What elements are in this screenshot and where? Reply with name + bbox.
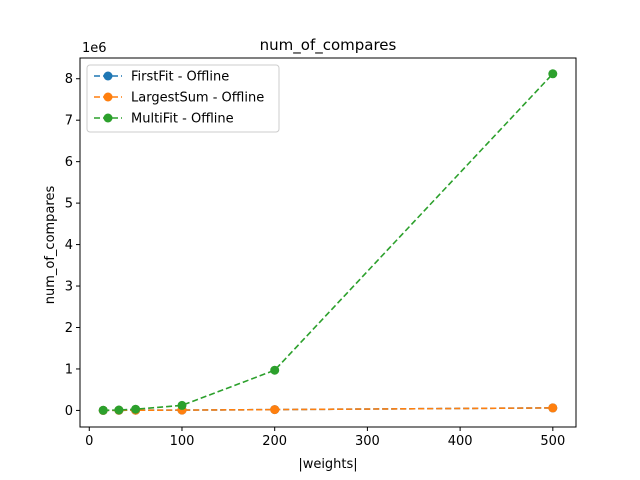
x-tick-label-0: 0 (85, 434, 93, 449)
legend-box (86, 64, 280, 133)
y-axis-label: num_of_compares (43, 186, 58, 305)
y-tick-label-2: 2 (65, 321, 73, 336)
plot-area: 0 100 200 300 400 500 0 1 2 3 4 5 6 7 8 (65, 57, 577, 449)
legend: FirstFit - Offline LargestSum - Offline Mu… (86, 64, 280, 133)
legend-label-0: FirstFit - Offline (131, 70, 229, 85)
legend-marker-2 (103, 113, 113, 123)
x-tick-label-1: 100 (170, 434, 195, 449)
y-tick-label-4: 4 (65, 238, 73, 253)
chart-title: num_of_compares (260, 36, 397, 55)
data-point-2-1 (114, 405, 124, 415)
legend-label-2: MultiFit - Offline (131, 112, 234, 127)
legend-marker-0 (103, 71, 113, 81)
y-tick-label-6: 6 (65, 155, 73, 170)
data-point-2-4 (270, 365, 280, 375)
legend-marker-1 (103, 92, 113, 102)
data-point-2-0 (98, 405, 108, 415)
y-tick-label-7: 7 (65, 114, 73, 129)
x-tick-label-3: 300 (355, 434, 380, 449)
y-tick-label-5: 5 (65, 197, 73, 212)
x-tick-label-5: 500 (540, 434, 565, 449)
data-point-1-4 (270, 405, 280, 415)
data-point-1-5 (548, 403, 558, 413)
y-tick-label-1: 1 (65, 362, 73, 377)
x-tick-label-2: 200 (262, 434, 287, 449)
axes-frame (79, 57, 577, 428)
data-point-2-3 (177, 400, 187, 410)
data-point-2-2 (131, 404, 141, 414)
y-offset-label: 1e6 (82, 41, 107, 56)
y-tick-label-0: 0 (65, 404, 73, 419)
y-tick-label-3: 3 (65, 280, 73, 295)
legend-label-1: LargestSum - Offline (131, 91, 264, 106)
y-tick-label-8: 8 (65, 72, 73, 87)
x-axis-label: |weights| (298, 457, 357, 472)
data-point-2-5 (548, 69, 558, 79)
series-line-1 (103, 407, 553, 412)
x-tick-label-4: 400 (448, 434, 473, 449)
